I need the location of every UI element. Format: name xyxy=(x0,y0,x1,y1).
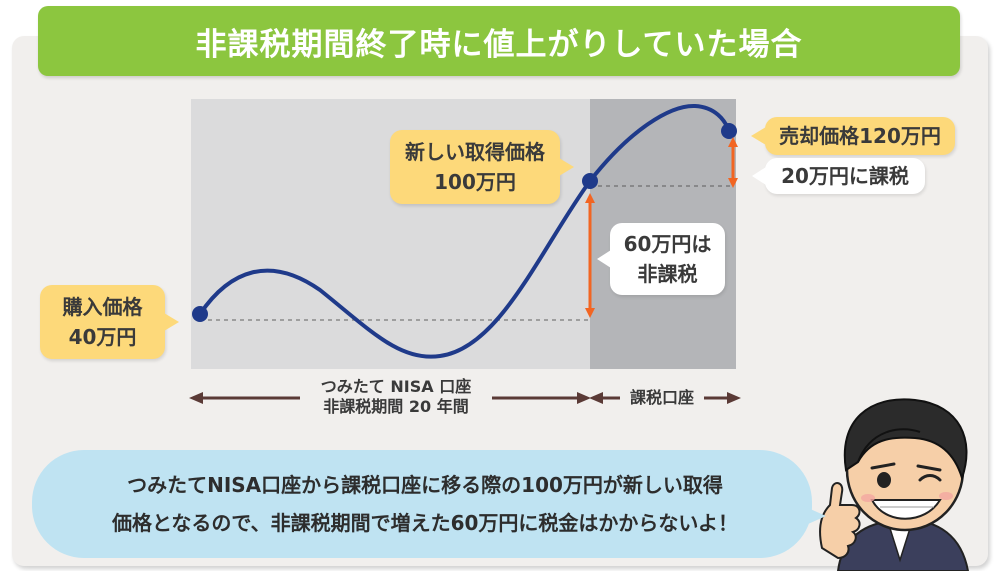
tax-free-amount-label: 非課税 xyxy=(637,262,698,286)
new-acquisition-price-callout: 新しい取得価格 100万円 xyxy=(390,130,574,204)
thumbs-up-man-icon xyxy=(819,398,970,571)
taxable-period-label: 課税口座 xyxy=(620,388,704,408)
taxable-account-name: 課税口座 xyxy=(629,388,694,407)
speech-bubble-tail xyxy=(790,500,826,532)
title-bar: 非課税期間終了時に値上がりしていた場合 xyxy=(38,6,960,76)
speech-line-1: つみたてNISA口座から課税口座に移る際の100万円が新しい取得 xyxy=(127,473,723,497)
purchase-price-value: 40万円 xyxy=(68,325,137,349)
nisa-period-label: つみたて NISA 口座 非課税期間 20 年間 xyxy=(300,377,492,417)
nisa-account-name: つみたて NISA 口座 xyxy=(320,377,472,396)
purchase-price-label: 購入価格 xyxy=(62,295,143,319)
page-title: 非課税期間終了時に値上がりしていた場合 xyxy=(195,26,803,63)
nisa-period-duration: 非課税期間 20 年間 xyxy=(323,397,469,416)
price-curve xyxy=(198,103,731,359)
taxed-amount-callout: 20万円に課税 xyxy=(752,158,925,194)
new-acquisition-price-label: 新しい取得価格 xyxy=(405,140,545,164)
new-acquisition-price-value: 100万円 xyxy=(434,170,516,194)
taxed-amount-text: 20万円に課税 xyxy=(781,164,909,188)
purchase-price-callout: 購入価格 40万円 xyxy=(40,285,179,359)
speech-line-2: 価格となるので、非課税期間で増えた60万円に税金はかからないよ！ xyxy=(111,511,739,535)
speech-bubble xyxy=(32,450,812,558)
acquisition-point xyxy=(582,173,598,189)
sale-point xyxy=(721,123,737,139)
tax-free-amount-callout: 60万円は 非課税 xyxy=(597,223,725,295)
sale-price-callout: 売却価格120万円 xyxy=(751,117,955,155)
sale-price-text: 売却価格120万円 xyxy=(779,124,941,148)
speech-text: つみたてNISA口座から課税口座に移る際の100万円が新しい取得 価格となるので… xyxy=(60,466,790,542)
purchase-point xyxy=(192,306,208,322)
tax-free-amount-value: 60万円は xyxy=(623,232,712,256)
